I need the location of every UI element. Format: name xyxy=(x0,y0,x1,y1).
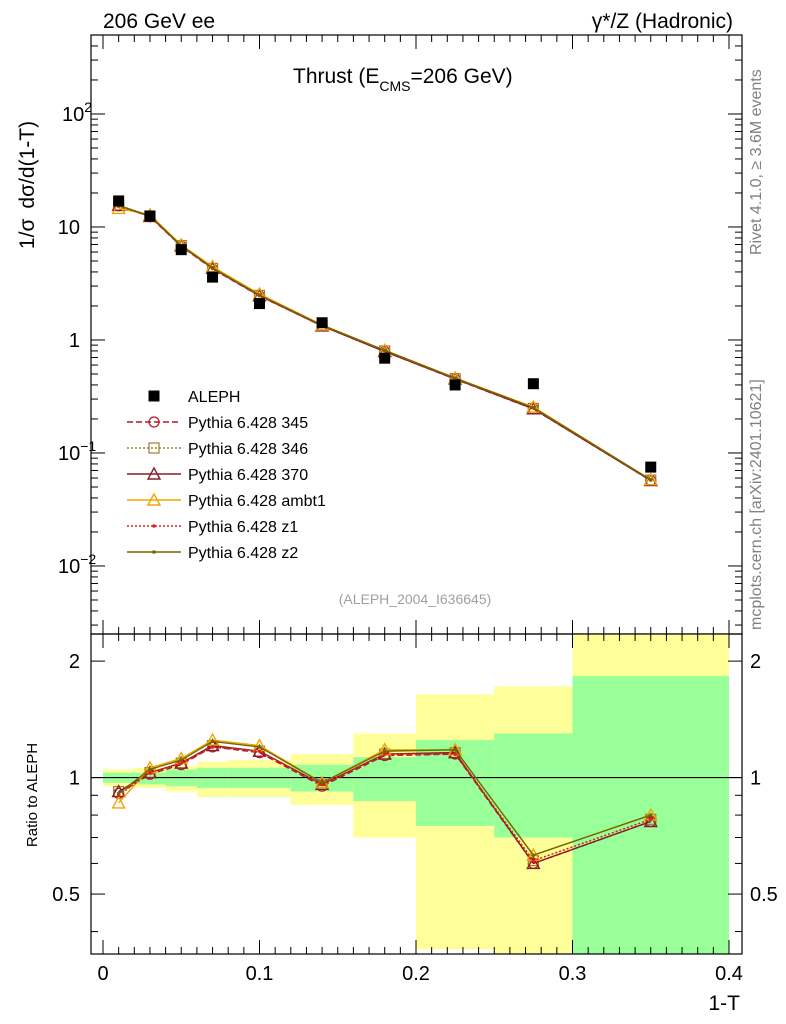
x-tick-label: 0.1 xyxy=(246,963,274,985)
analysis-id: (ALEPH_2004_I636645) xyxy=(339,591,492,607)
data-point xyxy=(254,298,265,310)
x-tick-label: 0.3 xyxy=(559,963,587,985)
ratio-point-z1 xyxy=(453,752,457,756)
main-series-line-z2 xyxy=(118,205,652,481)
main-ylabel-part2: dσ/d(1-T) xyxy=(16,121,39,209)
data-point xyxy=(449,379,461,391)
x-axis-label: 1-T xyxy=(709,992,741,1015)
ratio-series-line-z1 xyxy=(118,746,651,862)
ratio-point-z2 xyxy=(179,758,184,762)
main-y-tick-label: 10 xyxy=(58,217,80,239)
ratio-point-z1 xyxy=(648,817,653,822)
main-y-tick-label: 102 xyxy=(62,99,92,126)
ratio-y-tick-label-right: 2 xyxy=(750,651,761,673)
uncertainty-band-inner xyxy=(353,757,416,801)
ratio-point-ambt1 xyxy=(111,795,126,809)
ratio-y-tick-label-right: 1 xyxy=(750,768,761,790)
main-point-z2 xyxy=(453,376,457,380)
x-tick-label: 0 xyxy=(97,963,108,985)
ratio-point-z2 xyxy=(453,747,457,752)
main-y-tick-label: 10−2 xyxy=(58,551,96,578)
ratio-point-p370 xyxy=(526,855,541,870)
main-panel: 102 10 1 10−1 10−2 xyxy=(58,34,742,634)
ratio-point-p370 xyxy=(447,745,463,759)
ratio-point-z2 xyxy=(116,791,121,796)
ratio-y-tick-label: 2 xyxy=(69,651,80,673)
ratio-point-z2 xyxy=(531,853,536,858)
legend-label-ambt1: Pythia 6.428 ambt1 xyxy=(188,493,326,510)
main-point-z2 xyxy=(382,348,387,353)
header-left-label: 206 GeV ee xyxy=(103,10,215,33)
plot-title-main: Thrust (E xyxy=(293,65,379,88)
ratio-point-ambt1 xyxy=(205,732,220,746)
plot-title-tail: =206 GeV) xyxy=(410,65,512,88)
ratio-point-z2 xyxy=(257,745,262,749)
legend-label-p345: Pythia 6.428 345 xyxy=(188,415,308,432)
main-point-z2 xyxy=(257,293,262,297)
ratio-point-z1 xyxy=(148,770,152,775)
main-point-ambt1 xyxy=(111,200,126,215)
ratio-ylabel: Ratio to ALEPH xyxy=(24,743,41,847)
legend-label-p370: Pythia 6.428 370 xyxy=(188,467,308,484)
legend-label-p346: Pythia 6.428 346 xyxy=(188,441,308,458)
data-point xyxy=(207,271,219,283)
ratio-series-line-z2 xyxy=(118,740,651,857)
legend-marker-z2 xyxy=(152,550,156,554)
data-point xyxy=(527,378,539,390)
ratio-panel-frame xyxy=(90,633,743,955)
ratio-y-tick-label: 1 xyxy=(69,768,80,790)
main-ylabel: 1/σ dσ/d(1-T) xyxy=(16,121,39,249)
x-tick-label: 0.4 xyxy=(715,963,743,985)
ratio-point-z2 xyxy=(320,780,324,785)
legend-data-marker xyxy=(148,390,160,402)
ratio-y-tick-label-right: 0.5 xyxy=(750,884,778,906)
main-point-z2 xyxy=(210,266,215,270)
plot-title-sub: CMS xyxy=(379,78,410,94)
uncertainty-band-inner xyxy=(134,772,166,785)
main-series-line-p346 xyxy=(118,204,652,481)
main-y-tick-label: 10−1 xyxy=(58,438,96,465)
main-y-tick-label: 1 xyxy=(69,330,80,352)
header-right-label: γ*/Z (Hadronic) xyxy=(592,10,733,33)
legend: ALEPH Pythia 6.428 345 Pythia 6.428 346 Pyt… xyxy=(127,389,326,562)
x-tick-label: 0.2 xyxy=(402,963,430,985)
ratio-point-z1 xyxy=(531,858,536,863)
legend-label-z2: Pythia 6.428 z2 xyxy=(188,545,298,562)
data-point xyxy=(144,210,156,222)
side-label-top: Rivet 4.1.0, ≥ 3.6M events xyxy=(748,69,765,255)
ratio-point-z1 xyxy=(257,749,262,753)
data-point xyxy=(645,461,657,473)
ratio-point-p370 xyxy=(174,755,189,769)
ratio-point-z2 xyxy=(148,767,152,772)
ratio-y-tick-label: 0.5 xyxy=(52,884,80,906)
legend-marker-p370 xyxy=(146,466,162,480)
ratio-point-z2 xyxy=(382,749,387,753)
side-label-bottom: mcplots.cern.ch [arXiv:2401.10621] xyxy=(748,379,765,630)
data-point xyxy=(175,244,187,256)
ratio-point-z1 xyxy=(210,745,215,749)
plot-title: Thrust (ECMS=206 GeV) xyxy=(293,65,513,94)
legend-marker-p346 xyxy=(148,442,160,454)
legend-label-z1: Pythia 6.428 z1 xyxy=(188,519,298,536)
legend-label-aleph: ALEPH xyxy=(188,389,240,406)
legend-marker-ambt1 xyxy=(146,492,162,506)
main-point-z2 xyxy=(531,405,536,410)
ratio-panel: 0.5 0.5 1 1 2 2 0 0.1 0.2 0.3 0.4 xyxy=(52,634,778,985)
main-ylabel-part1: 1/σ xyxy=(16,219,39,250)
ratio-point-z1 xyxy=(382,752,387,756)
main-point-z2 xyxy=(648,477,653,482)
main-ylabel-text: 1/σ dσ/d(1-T) xyxy=(16,121,39,249)
data-point xyxy=(379,352,391,364)
legend-marker-p345 xyxy=(148,416,160,428)
ratio-point-z2 xyxy=(648,813,653,817)
ratio-point-p370 xyxy=(314,776,330,791)
main-point-ambt1 xyxy=(643,472,658,486)
ratio-point-z2 xyxy=(210,739,215,744)
legend-marker-z1 xyxy=(152,524,156,528)
data-point xyxy=(113,195,125,207)
data-point xyxy=(316,317,328,329)
ratio-point-z1 xyxy=(179,761,184,765)
